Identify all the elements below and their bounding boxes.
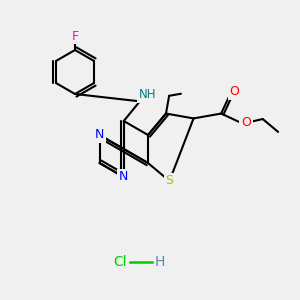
Text: O: O [241,116,251,129]
Text: F: F [71,29,79,43]
Text: H: H [155,255,165,269]
Text: N: N [119,170,128,184]
Text: NH: NH [139,88,157,101]
Text: S: S [165,175,173,188]
Text: O: O [230,85,239,98]
Text: Cl: Cl [113,255,127,269]
Text: N: N [95,128,104,142]
